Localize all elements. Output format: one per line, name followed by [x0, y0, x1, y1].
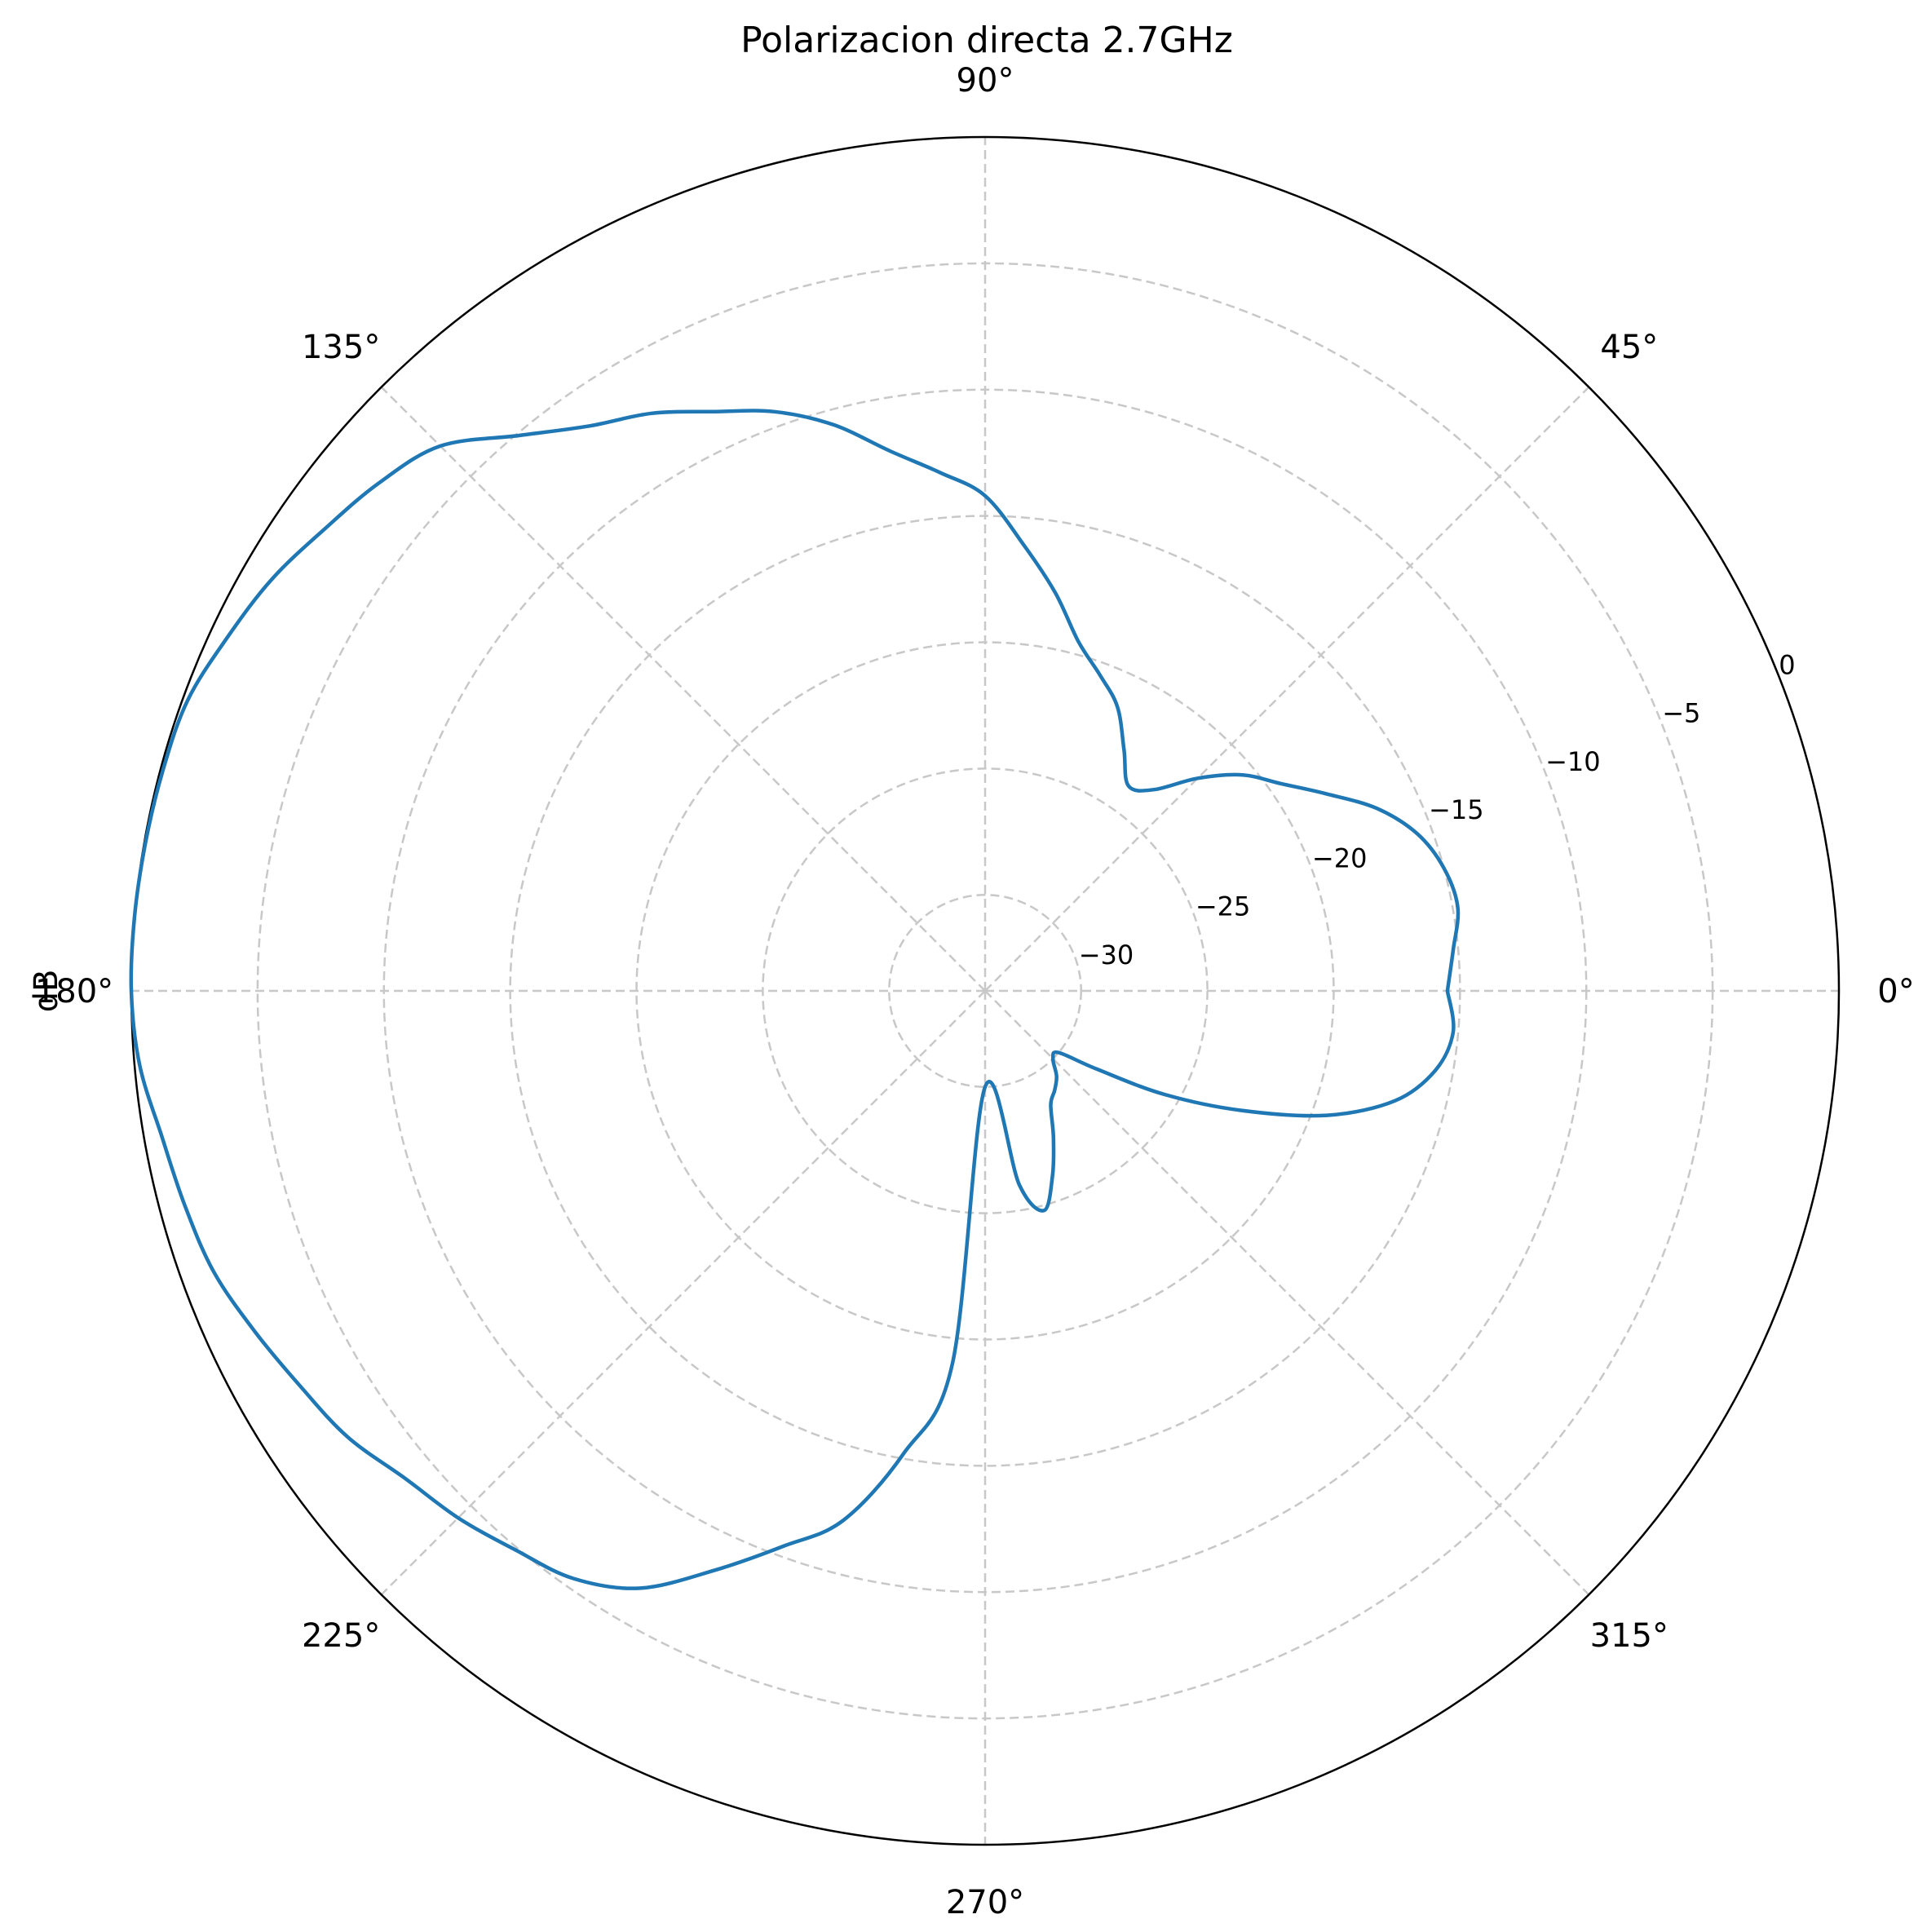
radial-tick-label: −15 — [1429, 794, 1484, 825]
angle-gridline — [984, 386, 1590, 992]
y-axis-label: dB — [28, 970, 65, 1013]
tick-layer: 0° 45° 90° 135° 180° 225° 270° 315° −30 −25 −20 −15… — [35, 62, 1915, 1921]
radial-tick-label: 0 — [1779, 649, 1795, 680]
series-line — [129, 409, 1461, 1590]
radial-tick-label: −25 — [1196, 891, 1251, 922]
series-layer — [129, 409, 1461, 1590]
radial-gridline — [256, 262, 1714, 1720]
angle-gridline — [984, 990, 1590, 1596]
radial-tick-label: −20 — [1312, 842, 1368, 873]
radial-tick-label: −10 — [1545, 746, 1601, 777]
angle-gridline — [380, 990, 986, 1596]
radial-tick-label: −30 — [1079, 939, 1134, 970]
angle-tick-label: 45° — [1600, 329, 1658, 366]
angle-tick-label: 315° — [1590, 1617, 1668, 1655]
chart-title: Polarizacion directa 2.7GHz — [740, 20, 1233, 61]
angle-tick-label: 225° — [302, 1617, 380, 1655]
angle-tick-label: 90° — [957, 62, 1014, 99]
angle-gridline — [380, 386, 986, 992]
grid-layer — [131, 137, 1839, 1845]
angle-tick-label: 0° — [1877, 973, 1914, 1010]
radial-gridline — [635, 641, 1335, 1341]
radial-tick-label: −5 — [1662, 698, 1700, 729]
angle-tick-label: 270° — [946, 1884, 1024, 1921]
radial-gridline — [888, 894, 1082, 1088]
radial-gridline — [509, 515, 1461, 1467]
radial-gridline — [382, 388, 1588, 1594]
angle-tick-label: 180° — [35, 973, 113, 1010]
radial-gridline — [762, 767, 1209, 1214]
angle-tick-label: 135° — [302, 329, 380, 366]
